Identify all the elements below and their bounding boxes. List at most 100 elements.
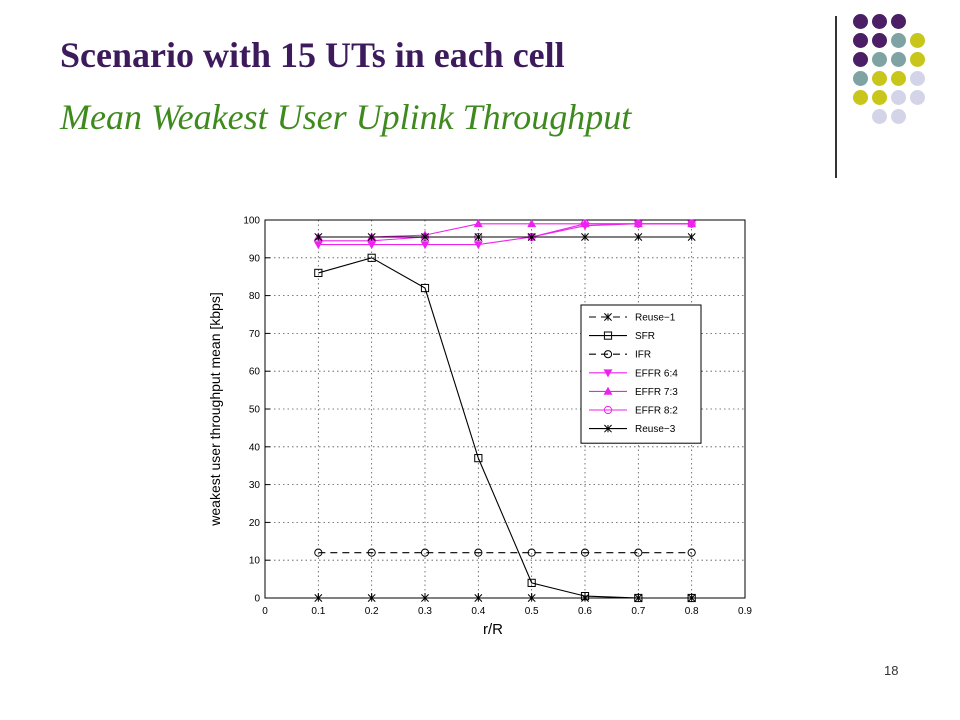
legend-marker-reuse-3 (604, 424, 612, 433)
legend-marker-reuse-1 (604, 313, 612, 321)
x-tick-label: 0.6 (578, 606, 592, 617)
slide-subtitle: Mean Weakest User Uplink Throughput (60, 97, 632, 137)
data-point-reuse-1 (527, 594, 536, 602)
decorative-dot (853, 14, 868, 29)
data-point-sfr (474, 454, 483, 463)
decorative-dot (872, 90, 887, 105)
x-tick-label: 0.8 (685, 606, 699, 617)
x-tick-label: 0.1 (311, 606, 325, 617)
data-point-effr-7-3 (473, 219, 483, 228)
decorative-dot (910, 33, 925, 48)
legend-marker-effr-8-2 (603, 405, 613, 415)
legend-label-effr-6-4: EFFR 6:4 (635, 368, 678, 379)
decorative-dot (853, 71, 868, 86)
x-tick-label: 0.4 (471, 606, 485, 617)
x-tick-label: 0.5 (525, 606, 539, 617)
data-point-ifr (527, 548, 536, 557)
data-point-effr-6-4 (420, 241, 430, 250)
y-tick-label: 60 (249, 367, 261, 378)
decorative-dot (872, 33, 887, 48)
legend-label-ifr: IFR (635, 350, 651, 361)
data-point-ifr (420, 548, 430, 557)
data-point-reuse-3 (314, 233, 323, 241)
decorative-dot (910, 52, 925, 67)
y-tick-label: 10 (249, 556, 261, 567)
decorative-dot (891, 14, 906, 29)
legend-label-reuse-3: Reuse−3 (635, 424, 676, 435)
decorative-dot (891, 90, 906, 105)
y-tick-label: 40 (249, 442, 261, 453)
decorative-dot (891, 33, 906, 48)
decorative-dot-grid (853, 14, 943, 154)
decorative-dot (891, 71, 906, 86)
data-point-reuse-3 (474, 233, 483, 241)
data-point-reuse-3 (527, 233, 536, 241)
data-point-ifr (367, 548, 376, 557)
x-tick-label: 0.2 (365, 606, 379, 617)
data-point-reuse-1 (474, 594, 483, 602)
decorative-dot (853, 52, 868, 67)
legend-label-effr-8-2: EFFR 8:2 (635, 406, 678, 417)
data-point-reuse-3 (634, 233, 643, 241)
decorative-dot (853, 33, 868, 48)
data-point-effr-8-2 (580, 219, 590, 228)
y-tick-label: 90 (249, 253, 261, 264)
y-tick-label: 100 (243, 216, 260, 227)
title-divider (835, 16, 837, 178)
data-point-sfr (367, 253, 376, 262)
data-point-ifr (314, 548, 323, 557)
decorative-dot (872, 52, 887, 67)
y-tick-label: 20 (249, 518, 261, 529)
data-point-reuse-1 (421, 594, 429, 602)
decorative-dot (891, 52, 906, 67)
data-point-reuse-1 (367, 594, 376, 602)
y-tick-label: 70 (249, 329, 261, 340)
x-axis-label: r/R (483, 621, 503, 638)
decorative-dot (910, 90, 925, 105)
decorative-dot (891, 109, 906, 124)
y-tick-label: 80 (249, 291, 261, 302)
decorative-dot (872, 109, 887, 124)
y-axis-label: weakest user throughput mean [kbps] (207, 292, 223, 526)
legend-label-reuse-1: Reuse−1 (635, 313, 676, 324)
legend-label-sfr: SFR (635, 331, 655, 342)
data-point-sfr (420, 283, 430, 293)
y-tick-label: 50 (249, 405, 261, 416)
legend-marker-sfr (603, 331, 613, 340)
data-point-sfr (314, 268, 323, 278)
legend-marker-ifr (603, 350, 613, 359)
legend-box (580, 304, 702, 444)
legend-marker-effr-7-3 (603, 386, 613, 395)
data-point-sfr (580, 592, 590, 601)
x-tick-label: 0.7 (631, 606, 645, 617)
data-point-effr-7-3 (527, 219, 537, 228)
data-point-ifr (687, 548, 696, 557)
throughput-line-chart: 0 0.1 0.2 0.3 0.4 0.5 0.6 0.7 0.8 0.9 0 10 20 30 40 50 6… (207, 216, 752, 639)
data-point-reuse-1 (314, 594, 323, 602)
data-point-sfr (634, 593, 643, 603)
data-point-sfr (687, 593, 696, 603)
y-tick-label: 30 (249, 480, 261, 491)
legend-label-effr-7-3: EFFR 7:3 (635, 387, 678, 398)
x-tick-label: 0.9 (738, 606, 752, 617)
legend-marker-effr-6-4 (603, 369, 613, 378)
x-tick-label: 0.3 (418, 606, 432, 617)
data-point-sfr (527, 578, 536, 587)
data-point-effr-6-4 (367, 241, 377, 250)
data-point-ifr (580, 548, 590, 557)
data-point-ifr (474, 548, 483, 557)
data-point-reuse-3 (687, 233, 696, 241)
data-point-effr-8-2 (687, 219, 696, 228)
data-point-effr-8-2 (634, 219, 643, 228)
data-point-reuse-3 (367, 233, 376, 241)
decorative-dot (910, 71, 925, 86)
x-tick-label: 0 (262, 606, 268, 617)
decorative-dot (872, 14, 887, 29)
slide-title: Scenario with 15 UTs in each cell (60, 35, 565, 75)
decorative-dot (853, 90, 868, 105)
data-point-effr-6-4 (473, 241, 483, 250)
data-point-reuse-3 (421, 233, 429, 241)
data-point-ifr (634, 548, 643, 557)
data-point-effr-6-4 (313, 241, 323, 250)
decorative-dot (872, 71, 887, 86)
